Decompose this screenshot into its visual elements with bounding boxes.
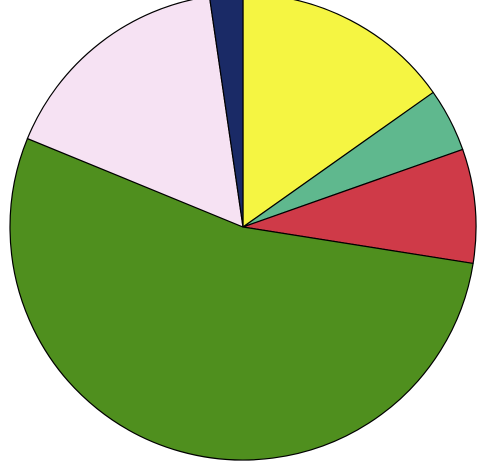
pie-slice-4 <box>9 137 474 461</box>
pie-slice-3 <box>242 148 477 265</box>
pie-slices <box>9 0 477 461</box>
pie-slice-5 <box>26 0 244 228</box>
pie-slice-6 <box>209 0 244 228</box>
pie-slice-1 <box>242 0 434 228</box>
